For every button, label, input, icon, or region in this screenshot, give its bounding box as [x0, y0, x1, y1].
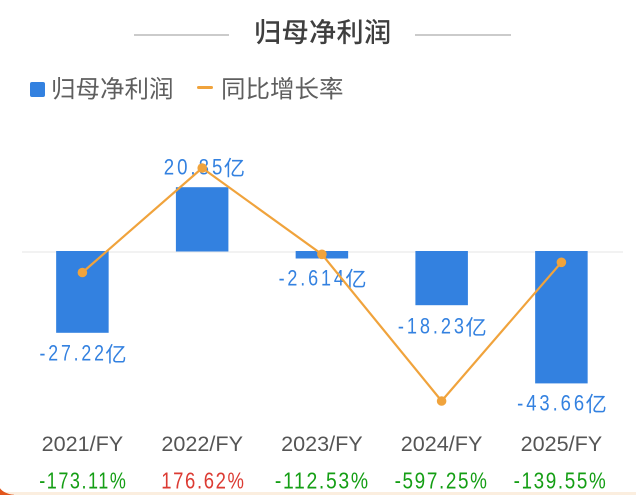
svg-text:-18.23: -18.23 [398, 315, 467, 339]
svg-text:176.62%: 176.62% [161, 469, 245, 494]
svg-text:-43.66: -43.66 [517, 392, 587, 416]
svg-text:-139.55%: -139.55% [514, 469, 608, 494]
svg-text:-2.614: -2.614 [279, 267, 347, 291]
svg-text:-597.25%: -597.25% [395, 469, 489, 494]
svg-text:2022/FY: 2022/FY [161, 431, 243, 456]
svg-text:2021/FY: 2021/FY [42, 431, 124, 456]
svg-text:-173.11%: -173.11% [39, 469, 127, 495]
svg-text:20.85: 20.85 [164, 156, 226, 180]
svg-text:2025/FY: 2025/FY [521, 431, 603, 456]
svg-text:2024/FY: 2024/FY [401, 431, 483, 456]
svg-text:2023/FY: 2023/FY [281, 431, 363, 456]
svg-text:-112.53%: -112.53% [275, 468, 370, 494]
svg-text:-27.22: -27.22 [40, 342, 107, 366]
